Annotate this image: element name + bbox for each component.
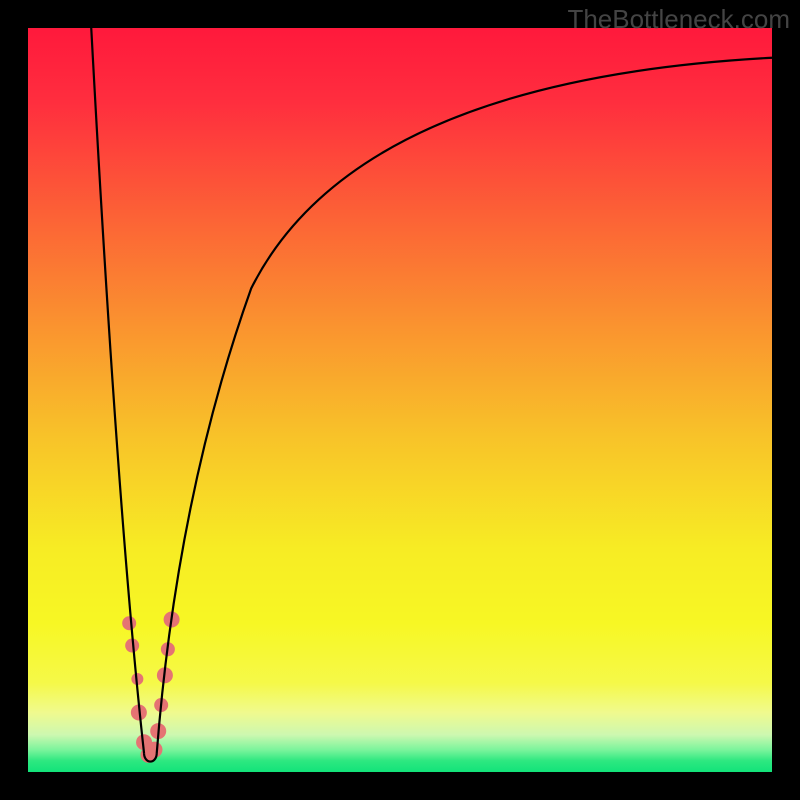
gradient-background: [28, 28, 772, 772]
watermark-text: TheBottleneck.com: [567, 4, 790, 35]
